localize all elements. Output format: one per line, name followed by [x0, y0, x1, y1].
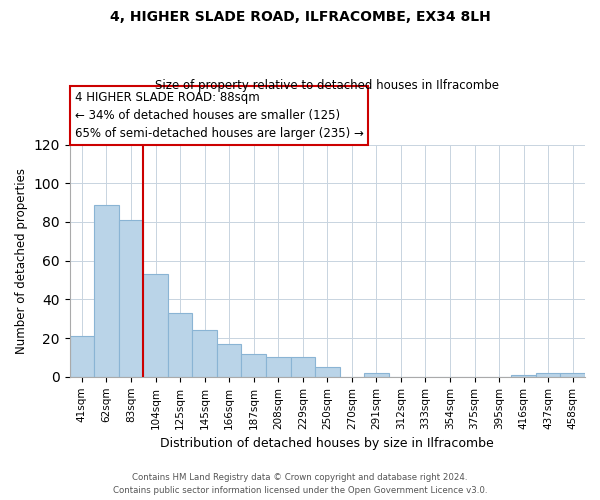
Title: Size of property relative to detached houses in Ilfracombe: Size of property relative to detached ho… — [155, 79, 499, 92]
Bar — [241, 354, 266, 377]
Text: 4, HIGHER SLADE ROAD, ILFRACOMBE, EX34 8LH: 4, HIGHER SLADE ROAD, ILFRACOMBE, EX34 8… — [110, 10, 490, 24]
Bar — [266, 358, 290, 377]
Bar — [511, 375, 536, 377]
Bar — [217, 344, 241, 377]
Bar — [536, 373, 560, 377]
Bar — [315, 367, 340, 377]
Bar — [560, 373, 585, 377]
Bar — [364, 373, 389, 377]
Bar — [290, 358, 315, 377]
Text: Contains HM Land Registry data © Crown copyright and database right 2024.
Contai: Contains HM Land Registry data © Crown c… — [113, 474, 487, 495]
Bar — [168, 313, 193, 377]
Bar — [70, 336, 94, 377]
X-axis label: Distribution of detached houses by size in Ilfracombe: Distribution of detached houses by size … — [160, 437, 494, 450]
Bar — [119, 220, 143, 377]
Bar — [143, 274, 168, 377]
Text: 4 HIGHER SLADE ROAD: 88sqm
← 34% of detached houses are smaller (125)
65% of sem: 4 HIGHER SLADE ROAD: 88sqm ← 34% of deta… — [75, 91, 364, 140]
Bar — [94, 204, 119, 377]
Bar — [193, 330, 217, 377]
Y-axis label: Number of detached properties: Number of detached properties — [15, 168, 28, 354]
